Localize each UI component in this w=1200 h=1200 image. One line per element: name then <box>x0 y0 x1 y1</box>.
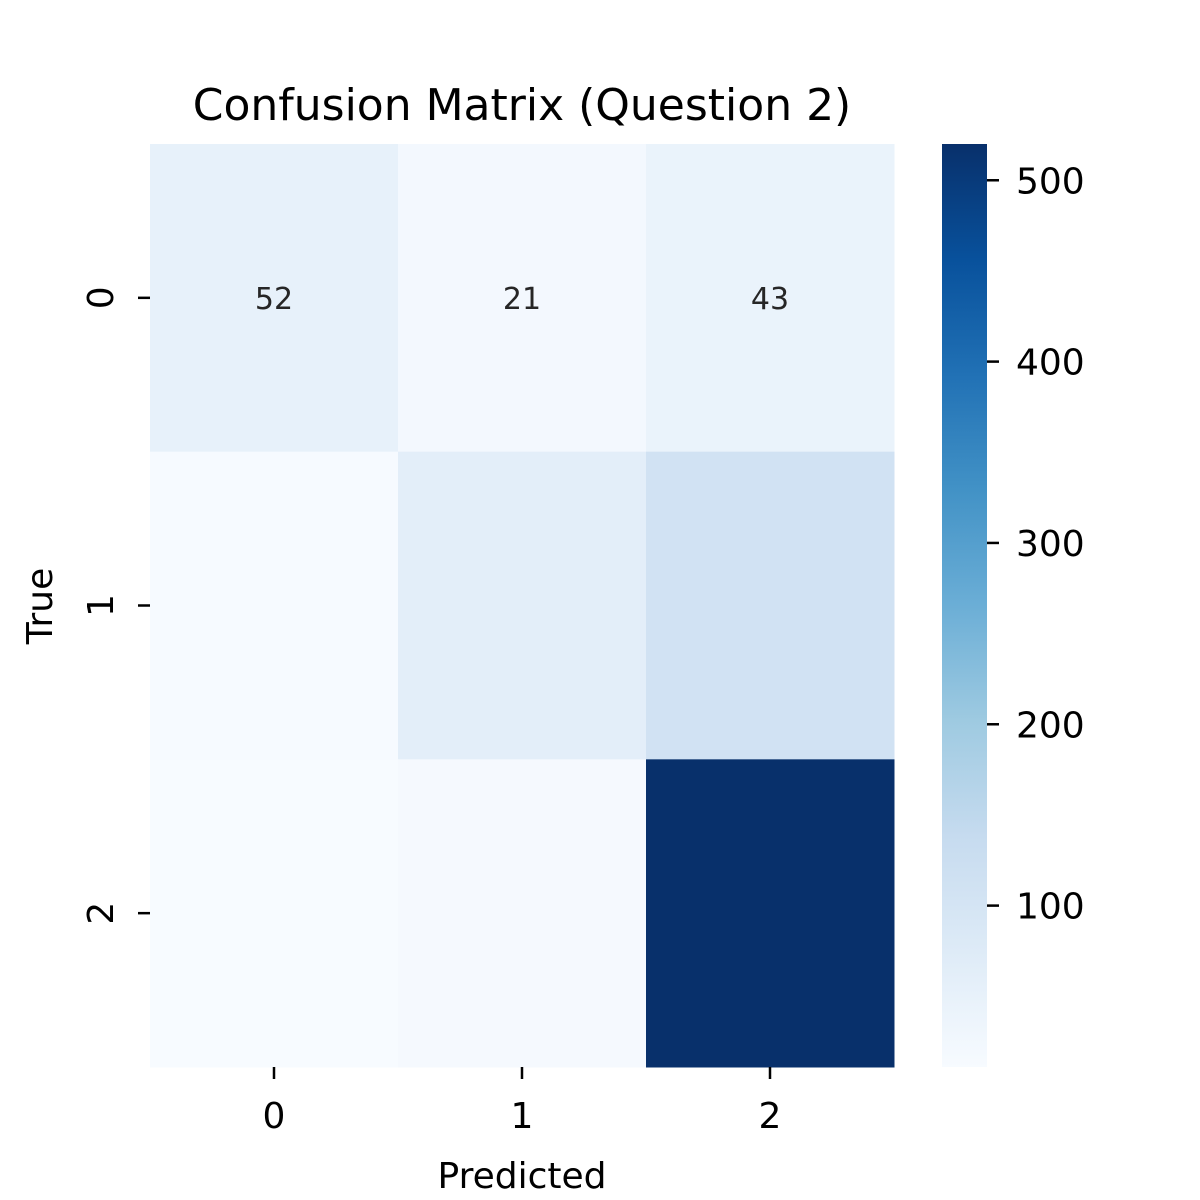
cell-value-label: 43 <box>751 282 789 317</box>
cell-value-label: 52 <box>255 282 293 317</box>
colorbar-tick-label: 500 <box>1016 161 1085 202</box>
chart-title: Confusion Matrix (Question 2) <box>193 80 851 131</box>
y-axis-label: True <box>20 568 61 645</box>
heatmap-cell-r2-c0 <box>150 759 399 1068</box>
y-tick-label: 2 <box>81 902 122 925</box>
x-tick-label: 0 <box>263 1096 286 1137</box>
colorbar-tick-label: 300 <box>1016 524 1085 565</box>
heatmap-cells <box>150 144 895 1068</box>
x-axis-label: Predicted <box>438 1156 607 1197</box>
heatmap-cell-r2-c1 <box>398 759 647 1068</box>
heatmap-cell-r0-c1 <box>398 144 647 453</box>
colorbar-tick-label: 100 <box>1016 887 1085 928</box>
heatmap-cell-r0-c2 <box>646 144 895 453</box>
x-tick-label: 2 <box>759 1096 782 1137</box>
heatmap-cell-r2-c2 <box>646 759 895 1068</box>
x-tick-label: 1 <box>511 1096 534 1137</box>
y-tick-label: 1 <box>81 594 122 617</box>
heatmap-cell-r1-c2 <box>646 451 895 760</box>
heatmap-cell-labels: 52 21 43 <box>255 282 789 317</box>
y-axis-ticks: 0 1 2 <box>81 286 150 925</box>
heatmap-cell-r0-c0 <box>150 144 399 453</box>
cell-value-label: 21 <box>503 282 541 317</box>
heatmap-cell-r1-c0 <box>150 451 399 760</box>
colorbar-ticks: 100 200 300 400 500 <box>987 161 1085 928</box>
y-tick-label: 0 <box>81 286 122 309</box>
colorbar-tick-label: 400 <box>1016 343 1085 384</box>
colorbar <box>942 144 987 1067</box>
colorbar-tick-label: 200 <box>1016 705 1085 746</box>
heatmap-cell-r1-c1 <box>398 451 647 760</box>
x-axis-ticks: 0 1 2 <box>263 1067 782 1137</box>
